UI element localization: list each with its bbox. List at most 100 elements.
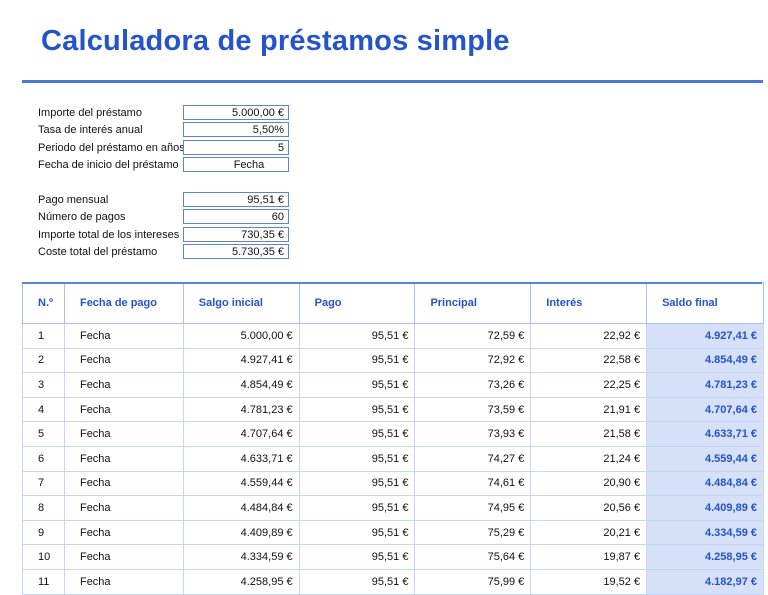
number-of-payments-label: Número de pagos xyxy=(38,211,126,224)
cell-number: 2 xyxy=(22,347,65,374)
cell-principal: 73,26 € xyxy=(414,372,532,398)
loan-inputs: Importe del préstamo 5.000,00 € Tasa de … xyxy=(38,104,289,174)
table-row: 3 Fecha 4.854,49 €95,51 €73,26 €22,25 €4.7… xyxy=(22,372,764,398)
cell-starting-balance: 5.000,00 € xyxy=(182,323,300,349)
cell-payment: 95,51 € xyxy=(298,372,416,398)
cell-principal: 75,99 € xyxy=(414,568,532,595)
cell-payment-date[interactable]: Fecha xyxy=(63,568,184,595)
cell-payment: 95,51 € xyxy=(298,396,416,423)
table-body: 1 Fecha 5.000,00 €95,51 €72,59 €22,92 €4.9… xyxy=(22,323,764,595)
cell-interest: 21,24 € xyxy=(530,445,648,472)
cell-principal: 73,59 € xyxy=(414,396,532,423)
amortization-table: N.º Fecha de pago Salgo inicial Pago Pri… xyxy=(22,282,764,595)
input-row-interest-rate: Tasa de interés anual 5,50% xyxy=(38,122,289,140)
cell-starting-balance: 4.633,71 € xyxy=(182,445,300,472)
table-row: 8 Fecha 4.484,84 €95,51 €74,95 €20,56 €4.4… xyxy=(22,495,764,521)
total-cost-value: 5.730,35 € xyxy=(183,244,289,260)
loan-period-field[interactable]: 5 xyxy=(183,139,289,155)
cell-interest: 20,90 € xyxy=(530,470,648,497)
cell-starting-balance: 4.484,84 € xyxy=(182,495,300,521)
table-row: 9 Fecha 4.409,89 €95,51 €75,29 €20,21 €4.3… xyxy=(22,519,764,546)
table-row: 10 Fecha 4.334,59 €95,51 €75,64 €19,87 €4.… xyxy=(22,544,764,570)
cell-principal: 75,29 € xyxy=(414,519,532,546)
input-row-loan-period: Periodo del préstamo en años 5 xyxy=(38,139,289,157)
cell-payment-date[interactable]: Fecha xyxy=(63,372,184,398)
cell-starting-balance: 4.854,49 € xyxy=(182,372,300,398)
cell-number: 3 xyxy=(22,372,65,398)
cell-interest: 22,92 € xyxy=(530,323,648,349)
monthly-payment-value: 95,51 € xyxy=(183,191,289,207)
cell-principal: 72,59 € xyxy=(414,323,532,349)
cell-payment-date[interactable]: Fecha xyxy=(63,396,184,423)
result-row-total-cost: Coste total del préstamo 5.730,35 € xyxy=(38,244,289,262)
cell-payment: 95,51 € xyxy=(298,445,416,472)
cell-starting-balance: 4.707,64 € xyxy=(182,421,300,447)
cell-number: 11 xyxy=(22,568,65,595)
cell-payment-date[interactable]: Fecha xyxy=(63,544,184,570)
cell-ending-balance: 4.707,64 € xyxy=(646,396,764,423)
cell-ending-balance: 4.927,41 € xyxy=(646,323,764,349)
cell-number: 8 xyxy=(22,495,65,521)
start-date-label: Fecha de inicio del préstamo xyxy=(38,159,179,172)
interest-rate-label: Tasa de interés anual xyxy=(38,124,143,137)
col-header-interest: Interés xyxy=(530,282,648,324)
col-header-principal: Principal xyxy=(414,282,532,324)
cell-payment: 95,51 € xyxy=(298,519,416,546)
total-interest-value: 730,35 € xyxy=(183,226,289,242)
title-divider xyxy=(22,80,763,83)
cell-payment: 95,51 € xyxy=(298,470,416,497)
cell-payment-date[interactable]: Fecha xyxy=(63,347,184,374)
table-row: 4 Fecha 4.781,23 €95,51 €73,59 €21,91 €4.7… xyxy=(22,396,764,423)
cell-payment: 95,51 € xyxy=(298,544,416,570)
result-row-monthly-payment: Pago mensual 95,51 € xyxy=(38,191,289,209)
cell-interest: 22,25 € xyxy=(530,372,648,398)
cell-interest: 21,58 € xyxy=(530,421,648,447)
cell-payment-date[interactable]: Fecha xyxy=(63,470,184,497)
cell-payment: 95,51 € xyxy=(298,323,416,349)
loan-amount-field[interactable]: 5.000,00 € xyxy=(183,104,289,120)
col-header-payment-date: Fecha de pago xyxy=(63,282,184,324)
col-header-number: N.º xyxy=(22,282,65,324)
loan-period-label: Periodo del préstamo en años xyxy=(38,141,185,154)
cell-starting-balance: 4.559,44 € xyxy=(182,470,300,497)
input-row-loan-amount: Importe del préstamo 5.000,00 € xyxy=(38,104,289,122)
cell-interest: 20,21 € xyxy=(530,519,648,546)
table-row: 1 Fecha 5.000,00 €95,51 €72,59 €22,92 €4.9… xyxy=(22,323,764,349)
cell-interest: 22,58 € xyxy=(530,347,648,374)
cell-payment-date[interactable]: Fecha xyxy=(63,445,184,472)
result-row-total-interest: Importe total de los intereses 730,35 € xyxy=(38,226,289,244)
cell-ending-balance: 4.559,44 € xyxy=(646,445,764,472)
start-date-field[interactable]: Fecha xyxy=(183,157,289,173)
cell-payment-date[interactable]: Fecha xyxy=(63,519,184,546)
cell-starting-balance: 4.781,23 € xyxy=(182,396,300,423)
cell-payment: 95,51 € xyxy=(298,421,416,447)
col-header-payment: Pago xyxy=(298,282,416,324)
cell-number: 5 xyxy=(22,421,65,447)
total-cost-label: Coste total del préstamo xyxy=(38,246,158,259)
cell-principal: 74,95 € xyxy=(414,495,532,521)
cell-principal: 74,61 € xyxy=(414,470,532,497)
cell-ending-balance: 4.409,89 € xyxy=(646,495,764,521)
cell-payment-date[interactable]: Fecha xyxy=(63,495,184,521)
col-header-ending-balance: Saldo final xyxy=(646,282,764,324)
cell-interest: 19,87 € xyxy=(530,544,648,570)
cell-principal: 73,93 € xyxy=(414,421,532,447)
cell-ending-balance: 4.182,97 € xyxy=(646,568,764,595)
cell-interest: 20,56 € xyxy=(530,495,648,521)
cell-starting-balance: 4.927,41 € xyxy=(182,347,300,374)
cell-starting-balance: 4.258,95 € xyxy=(182,568,300,595)
cell-ending-balance: 4.781,23 € xyxy=(646,372,764,398)
cell-payment-date[interactable]: Fecha xyxy=(63,323,184,349)
cell-ending-balance: 4.484,84 € xyxy=(646,470,764,497)
number-of-payments-value: 60 xyxy=(183,209,289,225)
cell-interest: 19,52 € xyxy=(530,568,648,595)
cell-number: 7 xyxy=(22,470,65,497)
monthly-payment-label: Pago mensual xyxy=(38,193,109,206)
col-header-starting-balance: Salgo inicial xyxy=(182,282,300,324)
cell-ending-balance: 4.258,95 € xyxy=(646,544,764,570)
cell-number: 4 xyxy=(22,396,65,423)
cell-payment-date[interactable]: Fecha xyxy=(63,421,184,447)
interest-rate-field[interactable]: 5,50% xyxy=(183,122,289,138)
cell-principal: 72,92 € xyxy=(414,347,532,374)
cell-starting-balance: 4.334,59 € xyxy=(182,544,300,570)
